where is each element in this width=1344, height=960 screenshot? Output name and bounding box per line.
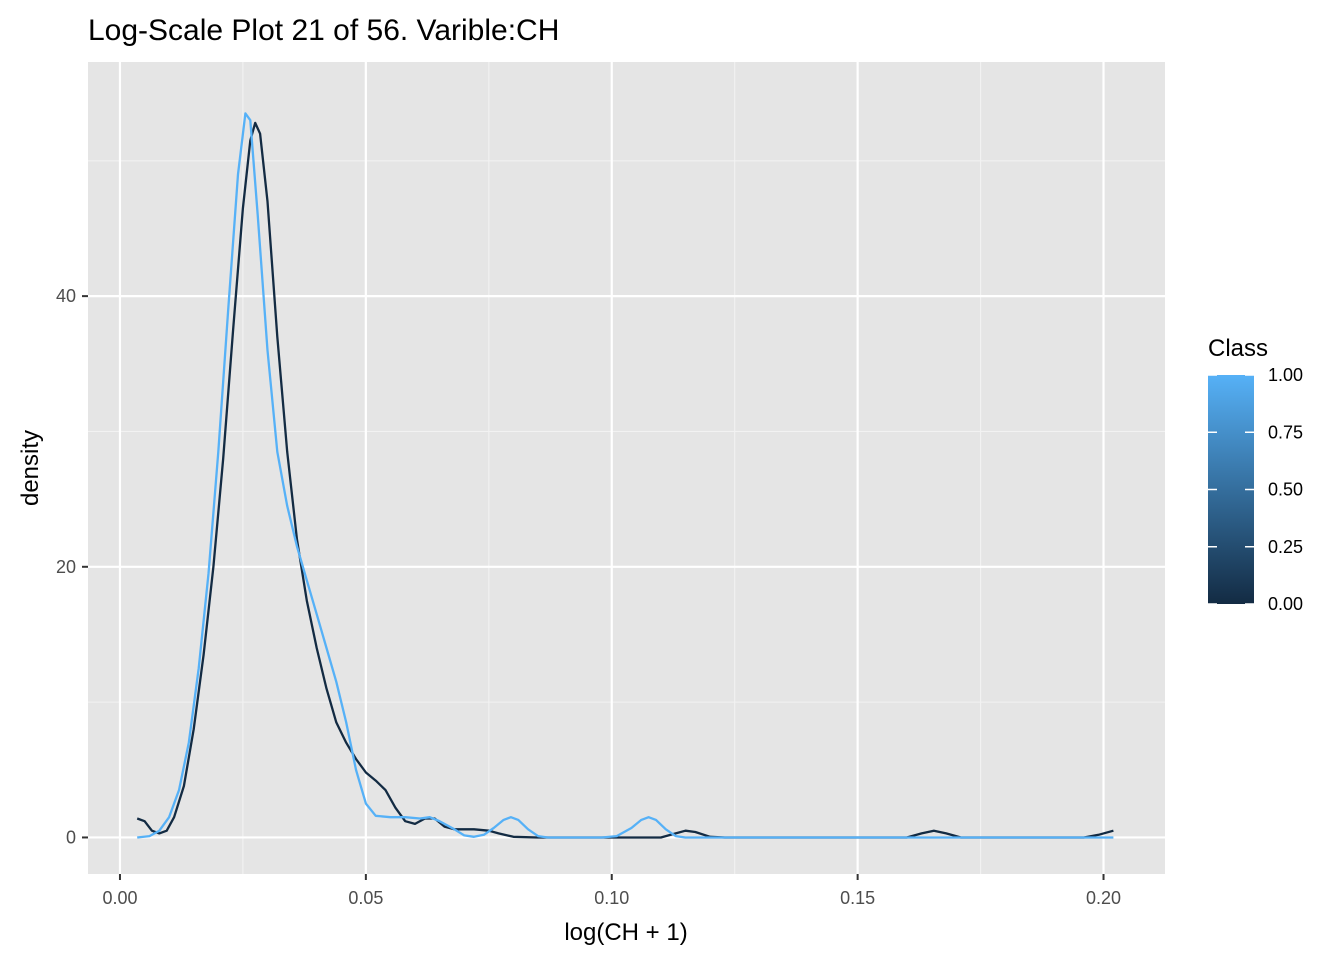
legend-label: 0.25	[1268, 537, 1303, 557]
chart-title: Log-Scale Plot 21 of 56. Varible:CH	[88, 14, 559, 47]
density-series	[136, 112, 1114, 839]
legend-ticks: 1.00 0.75 0.50 0.25 0.00	[1208, 365, 1303, 614]
y-axis-title: density	[17, 430, 44, 506]
legend-label: 1.00	[1268, 365, 1303, 385]
plot-panel	[88, 62, 1165, 874]
legend-label: 0.50	[1268, 480, 1303, 500]
x-tick-label: 0.15	[840, 888, 875, 908]
minor-gridlines	[88, 62, 1165, 874]
legend-title: Class	[1208, 335, 1268, 362]
y-axis: 0 20 40	[56, 286, 88, 847]
legend-label: 0.00	[1268, 594, 1303, 614]
x-tick-label: 0.10	[594, 888, 629, 908]
y-tick-label: 40	[56, 286, 76, 306]
density-line-class-1.00	[137, 112, 1114, 839]
legend-label: 0.75	[1268, 422, 1303, 442]
y-tick-label: 20	[56, 557, 76, 577]
x-axis: 0.00 0.05 0.10 0.15 0.20	[102, 874, 1121, 908]
x-tick-label: 0.05	[348, 888, 383, 908]
y-tick-label: 0	[66, 827, 76, 847]
legend: Class 1.00 0.75 0.50 0.25 0.00	[1208, 335, 1303, 614]
x-axis-title: log(CH + 1)	[564, 919, 687, 946]
x-tick-label: 0.20	[1086, 888, 1121, 908]
x-tick-label: 0.00	[102, 888, 137, 908]
